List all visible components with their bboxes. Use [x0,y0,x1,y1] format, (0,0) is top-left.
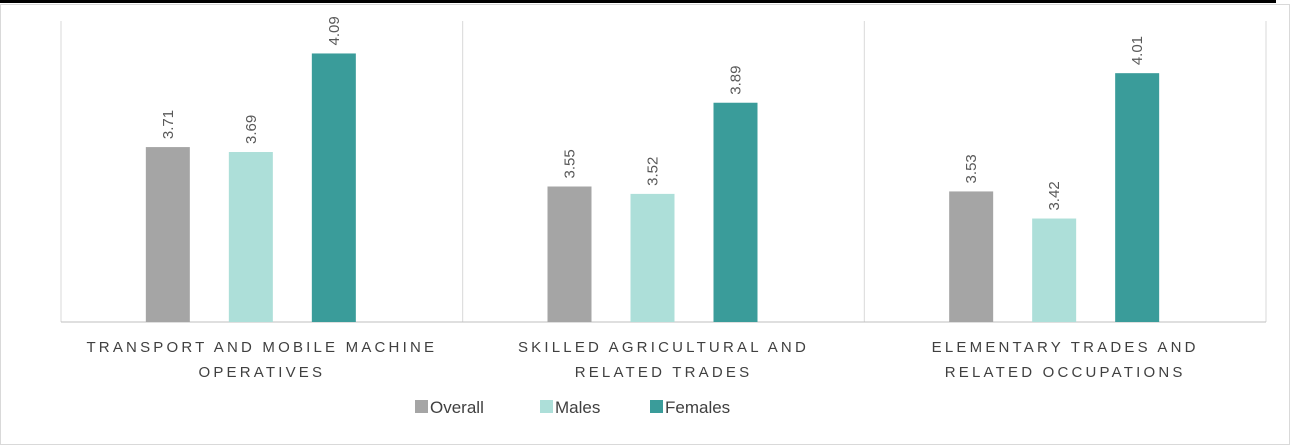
category-label-3-line-1: ELEMENTARY TRADES AND [932,339,1199,356]
legend-swatch-females [650,400,663,413]
category-label-3-line-2: RELATED OCCUPATIONS [945,364,1186,381]
category-label-1-line-1: TRANSPORT AND MOBILE MACHINE [86,339,437,356]
legend-label-overall[interactable]: Overall [430,398,484,417]
category-label-1-line-2: OPERATIVES [198,364,325,381]
bar-males-2[interactable] [630,193,675,322]
legend-label-males[interactable]: Males [555,398,600,417]
data-label-males-3: 3.42 [1046,181,1063,210]
data-label-females-2: 3.89 [728,66,745,95]
legend-label-females[interactable]: Females [665,398,730,417]
data-label-overall-3: 3.53 [963,154,980,183]
bar-overall-2[interactable] [547,186,592,323]
bar-females-1[interactable] [311,53,356,323]
category-label-2-line-1: SKILLED AGRICULTURAL AND [518,339,809,356]
category-label-2-line-2: RELATED TRADES [575,364,753,381]
chart-frame: 3.71 3.55 3.53 3.69 3.52 3.42 4.09 3.89 4.01 TRAN… [0,4,1290,445]
top-border-line [0,0,1276,3]
bar-overall-3[interactable] [949,191,994,322]
legend-swatch-males [540,400,553,413]
bar-overall-1[interactable] [145,147,190,322]
data-label-females-3: 4.01 [1129,36,1146,65]
bar-males-1[interactable] [228,152,273,322]
bar-chart: 3.71 3.55 3.53 3.69 3.52 3.42 4.09 3.89 4.01 TRAN… [60,16,1267,417]
data-label-males-1: 3.69 [243,115,260,144]
data-label-females-1: 4.09 [326,16,343,45]
bar-males-3[interactable] [1032,218,1077,322]
legend-swatch-overall [415,400,428,413]
data-label-overall-1: 3.71 [160,110,177,139]
data-label-overall-2: 3.55 [562,149,579,178]
bar-females-3[interactable] [1115,73,1160,322]
bar-females-2[interactable] [713,102,758,323]
data-label-males-2: 3.52 [645,157,662,186]
